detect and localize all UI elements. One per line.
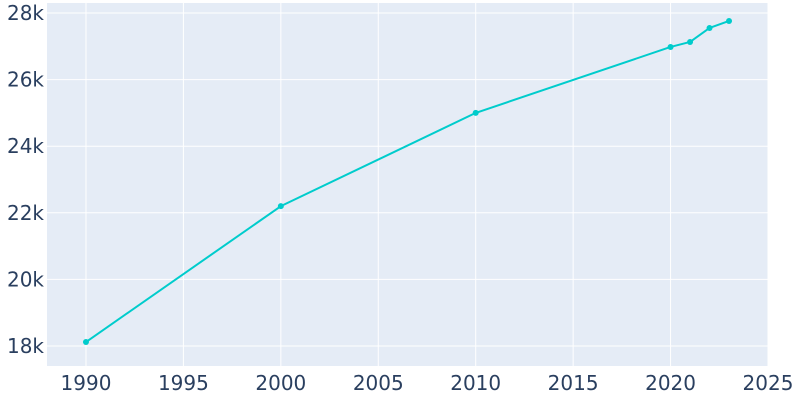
data-point[interactable]	[687, 38, 694, 45]
x-tick-label: 2020	[645, 371, 696, 395]
series-layer	[82, 17, 733, 346]
x-tick-label: 2005	[353, 371, 404, 395]
data-point[interactable]	[472, 109, 479, 116]
y-tick-label: 28k	[7, 1, 44, 25]
y-axis-tick-labels: 18k 20k 22k 24k 26k 28k	[7, 1, 44, 358]
data-point[interactable]	[726, 17, 733, 24]
y-tick-label: 18k	[7, 334, 44, 358]
y-tick-label: 26k	[7, 68, 44, 92]
y-tick-label: 24k	[7, 134, 44, 158]
x-tick-label: 2010	[450, 371, 501, 395]
x-tick-label: 2000	[255, 371, 306, 395]
x-tick-label: 1990	[61, 371, 112, 395]
data-point[interactable]	[277, 203, 284, 210]
y-tick-label: 20k	[7, 267, 44, 291]
x-axis-tick-labels: 1990 1995 2000 2005 2010 2015 2020 2025	[61, 371, 794, 395]
x-tick-label: 2025	[743, 371, 794, 395]
data-point[interactable]	[82, 339, 89, 346]
x-tick-label: 1995	[158, 371, 209, 395]
x-tick-label: 2015	[548, 371, 599, 395]
plot-background	[47, 3, 768, 366]
data-point[interactable]	[706, 24, 713, 31]
grid-lines	[47, 3, 769, 366]
data-point[interactable]	[667, 43, 674, 50]
y-tick-label: 22k	[7, 201, 44, 225]
